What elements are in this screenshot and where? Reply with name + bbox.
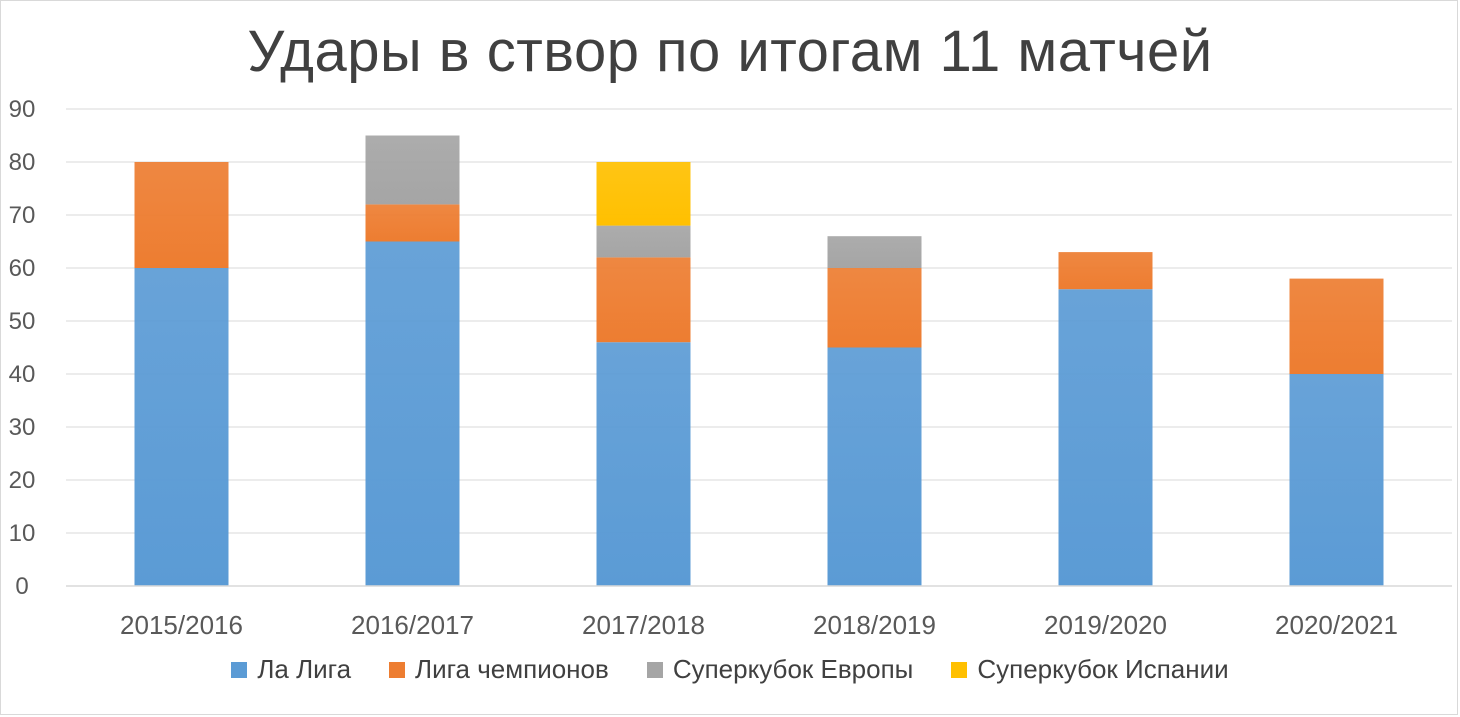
legend-swatch [646,661,663,678]
legend-item: Суперкубок Европы [646,654,914,685]
chart-plot: 0 10 20 30 40 50 60 70 80 90 2015/2016 2016/2017 201… [9,96,1452,640]
legend-label: Лига чемпионов [415,654,609,684]
chart-title: Удары в створ по итогам 11 матчей [247,19,1213,84]
bar-segment-суперкубок-испании-2017-2018 [596,162,691,226]
x-tick-label: 2015/2016 [120,610,243,640]
y-tick-label: 90 [9,96,36,123]
bar-segment-ла-лига-2018-2019 [827,347,922,586]
y-tick-label: 20 [9,467,36,494]
bar-segment-лига-чемпионов-2017-2018 [596,257,691,343]
y-tick-label: 40 [9,361,36,388]
legend-item: Суперкубок Испании [951,654,1229,685]
legend-label: Суперкубок Испании [977,654,1229,684]
bar-segment-ла-лига-2017-2018 [596,342,691,586]
legend-swatch [231,661,248,678]
bar-segment-лига-чемпионов-2018-2019 [827,268,922,348]
x-tick-label: 2017/2018 [582,610,705,640]
x-tick-label: 2016/2017 [351,610,474,640]
y-tick-label: 70 [9,202,36,229]
legend-item: Ла Лига [231,654,351,685]
legend-label: Ла Лига [257,654,352,684]
legend-swatch [389,661,406,678]
y-tick-label: 0 [15,573,28,600]
bar-segment-ла-лига-2015-2016 [134,268,229,586]
bar-segment-суперкубок-европы-2018-2019 [827,236,922,268]
legend-swatch [951,661,968,678]
y-tick-label: 50 [9,308,36,335]
legend-item: Лига чемпионов [389,654,609,685]
bar-segment-лига-чемпионов-2015-2016 [134,162,229,268]
y-tick-label: 10 [9,520,36,547]
legend-label: Суперкубок Европы [672,654,914,684]
y-tick-label: 30 [9,414,36,441]
bar-segment-суперкубок-европы-2016-2017 [365,135,460,205]
x-tick-label: 2019/2020 [1044,610,1167,640]
bar-segment-лига-чемпионов-2016-2017 [365,204,460,242]
bar-segment-лига-чемпионов-2020-2021 [1289,278,1384,374]
y-tick-label: 60 [9,255,36,282]
x-tick-label: 2018/2019 [813,610,936,640]
bar-segment-суперкубок-европы-2017-2018 [596,225,691,258]
x-tick-label: 2020/2021 [1275,610,1398,640]
bar-segment-лига-чемпионов-2019-2020 [1058,252,1153,290]
y-tick-label: 80 [9,149,36,176]
bar-segment-ла-лига-2016-2017 [365,241,460,586]
bar-segment-ла-лига-2019-2020 [1058,289,1153,586]
bar-segment-ла-лига-2020-2021 [1289,374,1384,586]
chart-legend: Ла Лига Лига чемпионов Суперкубок Европы Су… [0,654,1460,685]
